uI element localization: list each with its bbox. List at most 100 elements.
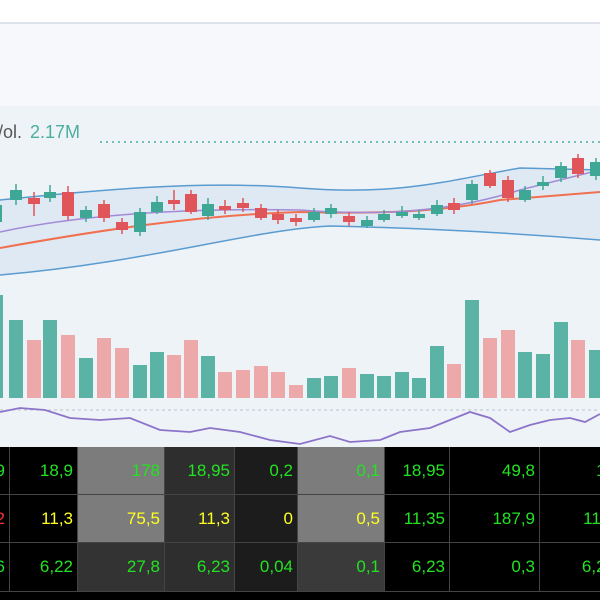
volume-prefix: /ol. bbox=[0, 122, 22, 142]
table-cell: 0,5 bbox=[298, 495, 385, 543]
table-cell: 178 bbox=[78, 447, 165, 495]
candle-body bbox=[555, 166, 567, 178]
table-cell: 0,1 bbox=[298, 543, 385, 592]
table-cell: 9 bbox=[0, 447, 10, 495]
volume-bar bbox=[342, 368, 356, 398]
volume-value: 2.17M bbox=[30, 122, 80, 142]
candle-body bbox=[325, 208, 337, 214]
table-cell: 11,3 bbox=[10, 495, 78, 543]
table-cell: 11,3 bbox=[165, 495, 235, 543]
volume-bar bbox=[289, 385, 303, 398]
volume-bar bbox=[447, 364, 461, 398]
volume-bar bbox=[167, 355, 181, 398]
candle-body bbox=[466, 184, 478, 200]
candle-body bbox=[590, 162, 600, 176]
table-cell: 0 bbox=[235, 495, 298, 543]
candle-body bbox=[396, 212, 408, 216]
volume-bar bbox=[377, 376, 391, 398]
header-band bbox=[0, 24, 600, 106]
candle-body bbox=[185, 194, 197, 212]
candle-body bbox=[361, 220, 373, 226]
volume-bar bbox=[27, 340, 41, 398]
table-cell: 6,24 bbox=[540, 543, 600, 592]
candle-body bbox=[431, 205, 443, 214]
volume-bar bbox=[324, 376, 338, 398]
volume-bar bbox=[254, 366, 268, 398]
table-cell: 18,95 bbox=[385, 447, 450, 495]
volume-bar bbox=[201, 356, 215, 398]
volume-bar bbox=[518, 352, 532, 398]
volume-bar bbox=[395, 372, 409, 398]
table-cell: 18,9 bbox=[10, 447, 78, 495]
candle-body bbox=[62, 192, 74, 216]
candle-body bbox=[237, 203, 249, 208]
table-cell: 0,2 bbox=[235, 447, 298, 495]
candle-body bbox=[255, 208, 267, 218]
volume-bar bbox=[271, 372, 285, 398]
candle-body bbox=[378, 214, 390, 220]
candle-body bbox=[219, 206, 231, 210]
table-cell: 6,23 bbox=[165, 543, 235, 592]
volume-bar bbox=[43, 320, 57, 398]
table-cell: 0,04 bbox=[235, 543, 298, 592]
table-cell: 27,8 bbox=[78, 543, 165, 592]
table-cell: 75,5 bbox=[78, 495, 165, 543]
volume-bar bbox=[589, 350, 600, 398]
moving-average bbox=[0, 191, 600, 249]
table-cell: 0,1 bbox=[298, 447, 385, 495]
table-cell: 187,9 bbox=[450, 495, 540, 543]
volume-bar bbox=[465, 300, 479, 398]
oscillator bbox=[0, 407, 600, 445]
candle-body bbox=[537, 182, 549, 186]
candle-body bbox=[44, 192, 56, 198]
table-cell: 19 bbox=[540, 447, 600, 495]
candle-body bbox=[134, 212, 146, 232]
volume-bar bbox=[536, 354, 550, 398]
quote-table: 918,917818,950,20,118,9549,819211,375,51… bbox=[0, 447, 600, 600]
candle-body bbox=[272, 214, 284, 220]
volume-bar bbox=[571, 340, 585, 398]
volume-bar bbox=[115, 348, 129, 398]
table-cell: 49,8 bbox=[450, 447, 540, 495]
volume-bar bbox=[79, 358, 93, 398]
candle-body bbox=[448, 203, 460, 210]
candle-body bbox=[502, 180, 514, 198]
table-cell: 2 bbox=[0, 495, 10, 543]
volume-bar bbox=[0, 295, 3, 398]
volume-bar bbox=[483, 338, 497, 398]
candle-body bbox=[572, 158, 584, 174]
candle-body bbox=[413, 214, 425, 218]
top-bar bbox=[0, 0, 600, 22]
volume-bar bbox=[218, 372, 232, 398]
volume-bar bbox=[61, 335, 75, 398]
candle-body bbox=[519, 190, 531, 200]
volume-bar bbox=[307, 378, 321, 398]
table-cell: 6,22 bbox=[10, 543, 78, 592]
candle-body bbox=[0, 205, 2, 222]
candle-body bbox=[151, 202, 163, 212]
volume-bar bbox=[9, 320, 23, 398]
table-cell: 6 bbox=[0, 543, 10, 592]
candle-body bbox=[116, 222, 128, 230]
volume-bar bbox=[360, 374, 374, 398]
volume-bar bbox=[97, 338, 111, 398]
volume-bar bbox=[133, 365, 147, 398]
candle-body bbox=[484, 173, 496, 186]
candle-body bbox=[80, 210, 92, 218]
volume-bar bbox=[236, 370, 250, 398]
upper-band bbox=[0, 167, 600, 201]
volume-bar bbox=[150, 352, 164, 398]
table-cell: 11,35 bbox=[385, 495, 450, 543]
candle-body bbox=[343, 216, 355, 222]
candle-body bbox=[290, 218, 302, 222]
candle-body bbox=[28, 198, 40, 204]
candle-body bbox=[98, 204, 110, 218]
volume-bar bbox=[412, 378, 426, 398]
table-cell: 18,95 bbox=[165, 447, 235, 495]
chart-panel: /ol. 2.17M bbox=[0, 0, 600, 447]
lower-band bbox=[0, 225, 600, 276]
volume-bar bbox=[430, 346, 444, 398]
volume-bar bbox=[554, 322, 568, 398]
table-cell: 6,23 bbox=[385, 543, 450, 592]
